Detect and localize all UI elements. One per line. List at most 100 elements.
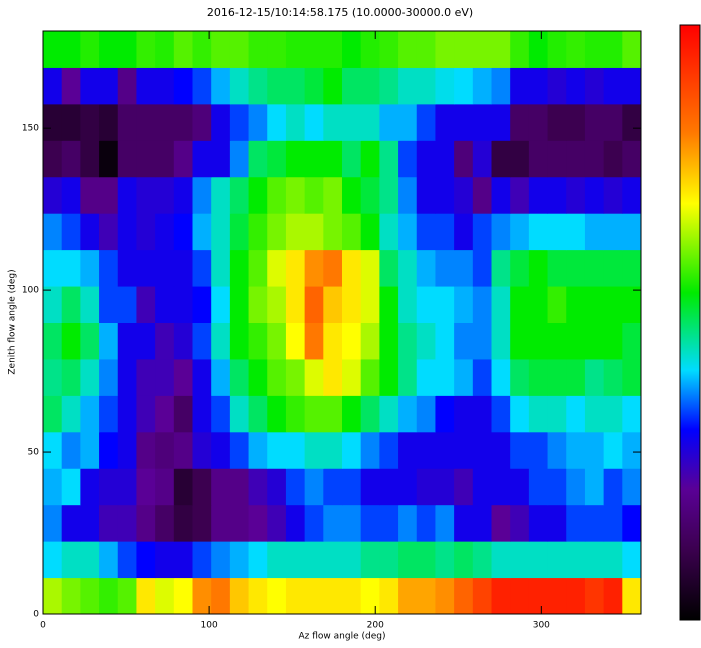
heat-cell (491, 249, 511, 287)
heat-cell (136, 431, 156, 469)
heat-cell (173, 31, 193, 68)
heat-cell (173, 140, 193, 178)
heat-cell (211, 286, 231, 323)
heat-cell (155, 103, 175, 141)
heat-cell (61, 541, 81, 579)
heat-cell (491, 31, 511, 68)
x-tick-label: 0 (40, 621, 46, 631)
heat-cell (43, 431, 63, 469)
heat-cell (136, 249, 156, 287)
heat-cell (622, 322, 642, 360)
heat-cell (43, 541, 63, 579)
heat-cell (117, 577, 137, 615)
heat-cell (117, 103, 137, 141)
heat-cell (528, 358, 549, 396)
heat-cell (285, 103, 306, 141)
heat-cell (454, 541, 474, 579)
heat-cell (510, 431, 530, 469)
heat-cell (603, 358, 623, 396)
heat-cell (99, 31, 119, 68)
heat-cell (528, 103, 549, 141)
heat-cell (416, 468, 436, 506)
heat-cell (211, 31, 231, 68)
heat-cell (416, 31, 436, 68)
heat-cell (342, 358, 362, 396)
heat-cell (61, 286, 81, 323)
heat-cell (584, 577, 605, 615)
heat-cell (323, 468, 343, 506)
heat-cell (584, 103, 605, 141)
heat-cell (379, 358, 399, 396)
heat-cell (304, 577, 324, 615)
heat-cell (454, 67, 474, 105)
heat-cell (99, 103, 119, 141)
x-tick-label: 300 (533, 621, 550, 631)
heat-cell (491, 176, 511, 214)
heat-cell (155, 213, 175, 251)
heat-cell (117, 140, 137, 178)
heat-cell (155, 541, 175, 579)
heat-cell (248, 31, 268, 68)
heat-cell (267, 358, 287, 396)
heat-cell (379, 322, 399, 360)
heat-cell (491, 103, 511, 141)
heat-cell (416, 176, 436, 214)
heat-cell (155, 31, 175, 68)
heat-cell (603, 286, 623, 323)
heat-cell (43, 322, 63, 360)
heat-cell (61, 67, 81, 105)
heat-cell (398, 395, 418, 433)
heat-cell (229, 249, 250, 287)
heat-cell (472, 358, 492, 396)
heat-cell (360, 577, 380, 615)
heat-cell (173, 468, 193, 506)
heat-cell (510, 395, 530, 433)
heat-cell (323, 541, 343, 579)
heat-cell (491, 358, 511, 396)
heat-cell (398, 176, 418, 214)
heat-cell (584, 213, 605, 251)
heat-cell (622, 577, 642, 615)
heat-cell (43, 286, 63, 323)
heat-cell (379, 577, 399, 615)
heat-cell (61, 140, 81, 178)
heat-cell (285, 468, 306, 506)
heat-cell (43, 213, 63, 251)
heat-cell (192, 468, 212, 506)
heat-cell (61, 395, 81, 433)
heat-cell (248, 577, 268, 615)
heat-cell (416, 213, 436, 251)
heat-cell (136, 213, 156, 251)
heat-cell (173, 577, 193, 615)
heat-cell (229, 103, 250, 141)
heat-cell (398, 213, 418, 251)
heat-cell (547, 140, 567, 178)
heat-cell (248, 176, 268, 214)
heat-cell (342, 140, 362, 178)
heat-cell (416, 322, 436, 360)
heat-cell (117, 431, 137, 469)
heat-cell (510, 176, 530, 214)
heat-cell (416, 395, 436, 433)
heat-cell (360, 103, 380, 141)
heat-cell (510, 213, 530, 251)
heat-cell (584, 541, 605, 579)
heat-cell (510, 249, 530, 287)
heat-cell (547, 213, 567, 251)
heat-cell (229, 504, 250, 542)
heat-cell (248, 140, 268, 178)
heat-cell (248, 249, 268, 287)
heat-cell (510, 541, 530, 579)
heat-cell (136, 358, 156, 396)
heat-cell (342, 213, 362, 251)
heat-cell (304, 358, 324, 396)
heat-cell (454, 286, 474, 323)
heat-cell (285, 213, 306, 251)
heat-cell (622, 213, 642, 251)
heat-cell (435, 468, 455, 506)
plot-frame (42, 30, 642, 615)
heat-cell (603, 103, 623, 141)
chart-title: 2016-12-15/10:14:58.175 (10.0000-30000.0… (207, 6, 473, 19)
heat-cell (136, 103, 156, 141)
heat-cell (360, 213, 380, 251)
